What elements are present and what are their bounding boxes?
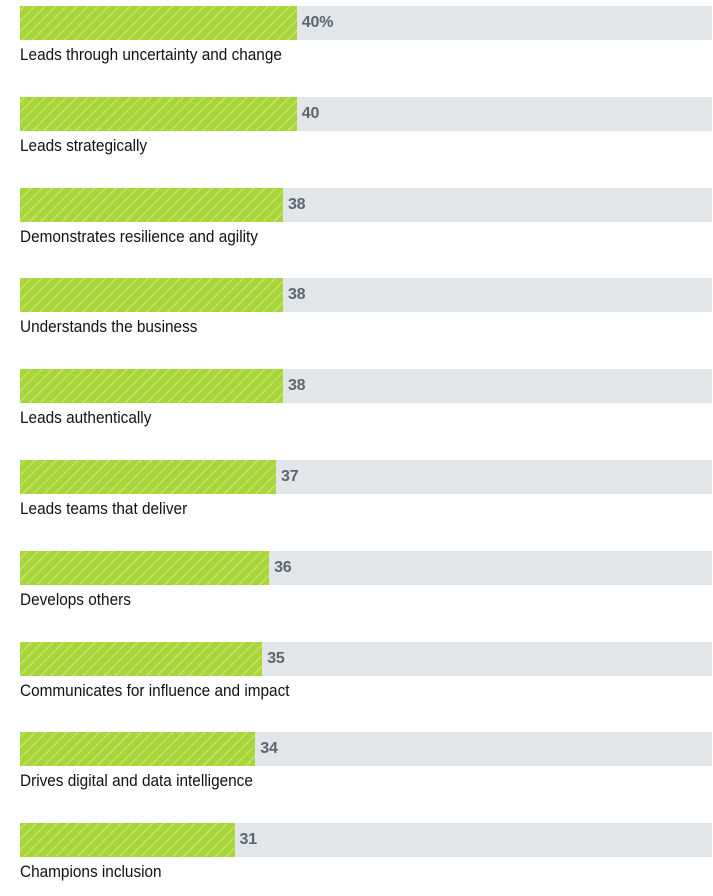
- bar-row: 34 Drives digital and data intelligence: [20, 732, 712, 805]
- bar-track: 38: [20, 278, 712, 313]
- category-label: Leads teams that deliver: [20, 500, 188, 518]
- bar-row: 38 Leads authentically: [20, 369, 712, 442]
- bar-track: 35: [20, 641, 712, 676]
- bar-track: 37: [20, 460, 712, 494]
- bar-row: 40% Leads through uncertainty and change: [20, 6, 712, 79]
- bar-value-label: 38: [287, 286, 306, 304]
- category-label: Demonstrates resilience and agility: [20, 227, 258, 246]
- category-label: Drives digital and data intelligence: [20, 772, 253, 791]
- bar-row: 31 Champions inclusion: [20, 823, 712, 896]
- bar-row: 38 Demonstrates resilience and agility: [20, 187, 712, 261]
- bar: [20, 6, 297, 40]
- bar-row: 38 Understands the business: [20, 278, 712, 351]
- bar-row: 37 Leads teams that deliver: [20, 460, 712, 533]
- category-label: Leads through uncertainty and change: [20, 46, 282, 64]
- bar-track: 36: [20, 550, 712, 585]
- category-label: Develops others: [20, 590, 131, 609]
- bar-value-label: 40: [301, 104, 320, 122]
- bar: [20, 369, 283, 404]
- bar-track: 34: [20, 732, 712, 767]
- bar: [20, 732, 256, 767]
- bar-track: 31: [20, 823, 712, 858]
- category-label: Understands the business: [20, 318, 198, 337]
- bar-value-label: 37: [281, 468, 299, 485]
- bar: [20, 641, 263, 676]
- bar: [20, 823, 235, 858]
- bar-row: 35 Communicates for influence and impact: [20, 641, 712, 715]
- bar-track: 40%: [20, 6, 712, 40]
- bar: [20, 187, 283, 222]
- category-label: Champions inclusion: [20, 863, 162, 882]
- bar-track: 38: [20, 187, 712, 222]
- category-label: Leads strategically: [20, 136, 148, 155]
- bar: [20, 460, 277, 494]
- bar-track: 38: [20, 369, 712, 404]
- bar-value-label: 31: [239, 831, 258, 849]
- bar-value-label: 36: [274, 558, 292, 576]
- bar-value-label: 38: [287, 195, 306, 213]
- bar-value-label: 34: [260, 740, 278, 758]
- bar-value-label: 38: [287, 377, 306, 395]
- bar-row: 40 Leads strategically: [20, 96, 712, 170]
- bar: [20, 550, 270, 585]
- category-label: Communicates for influence and impact: [20, 681, 290, 700]
- bar-row: 36 Develops others: [20, 550, 712, 624]
- bar: [20, 96, 297, 131]
- bar-value-label: 40%: [301, 14, 334, 31]
- bar-track: 40: [20, 96, 712, 131]
- bar: [20, 278, 283, 313]
- category-label: Leads authentically: [20, 409, 152, 428]
- bar-value-label: 35: [267, 649, 285, 667]
